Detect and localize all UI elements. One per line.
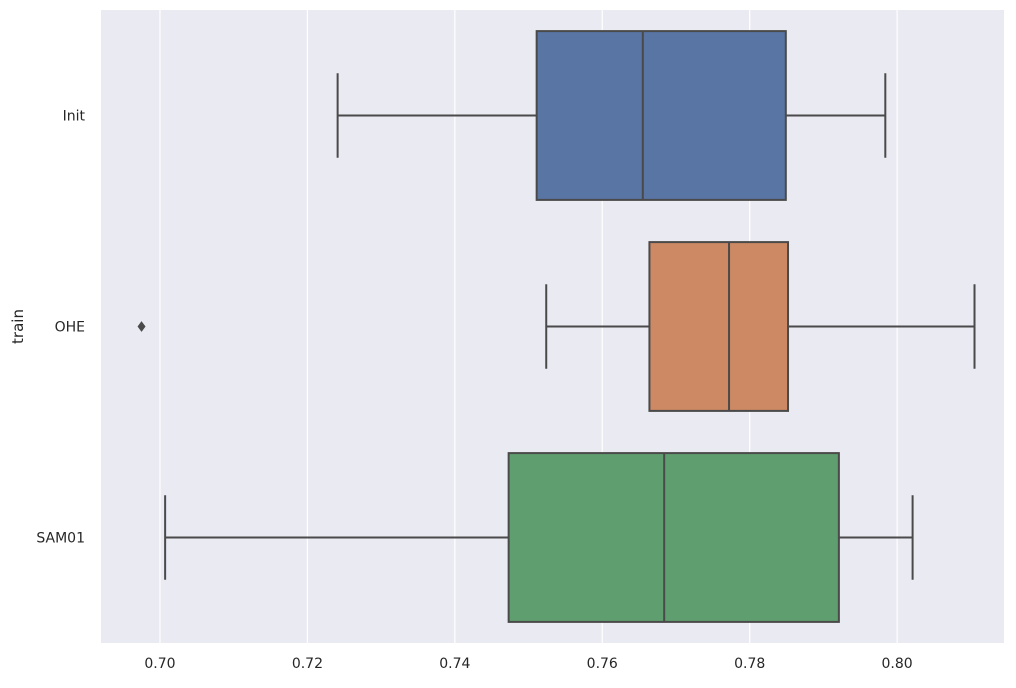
- y-tick-label: SAM01: [36, 531, 85, 547]
- x-tick-label: 0.80: [882, 656, 913, 672]
- box-init: [336, 30, 887, 201]
- y-tick-labels: Init OHE SAM01: [36, 109, 85, 547]
- box-sam01: [164, 452, 914, 623]
- y-tick-label: OHE: [55, 320, 85, 336]
- outlier-point: [137, 321, 146, 332]
- x-tick-label: 0.78: [734, 656, 765, 672]
- x-tick-label: 0.70: [144, 656, 175, 672]
- box-iqr: [535, 30, 787, 201]
- x-tick-label: 0.76: [587, 656, 618, 672]
- x-tick-label: 0.72: [292, 656, 323, 672]
- box-ohe: [137, 241, 976, 412]
- x-tick-label: 0.74: [439, 656, 470, 672]
- box-iqr: [507, 452, 840, 623]
- y-axis-title: train: [9, 309, 27, 344]
- y-tick-label: Init: [63, 109, 86, 125]
- boxes-layer: [137, 30, 976, 623]
- box-iqr: [648, 241, 790, 412]
- x-tick-labels: 0.70 0.72 0.74 0.76 0.78 0.80: [144, 656, 912, 672]
